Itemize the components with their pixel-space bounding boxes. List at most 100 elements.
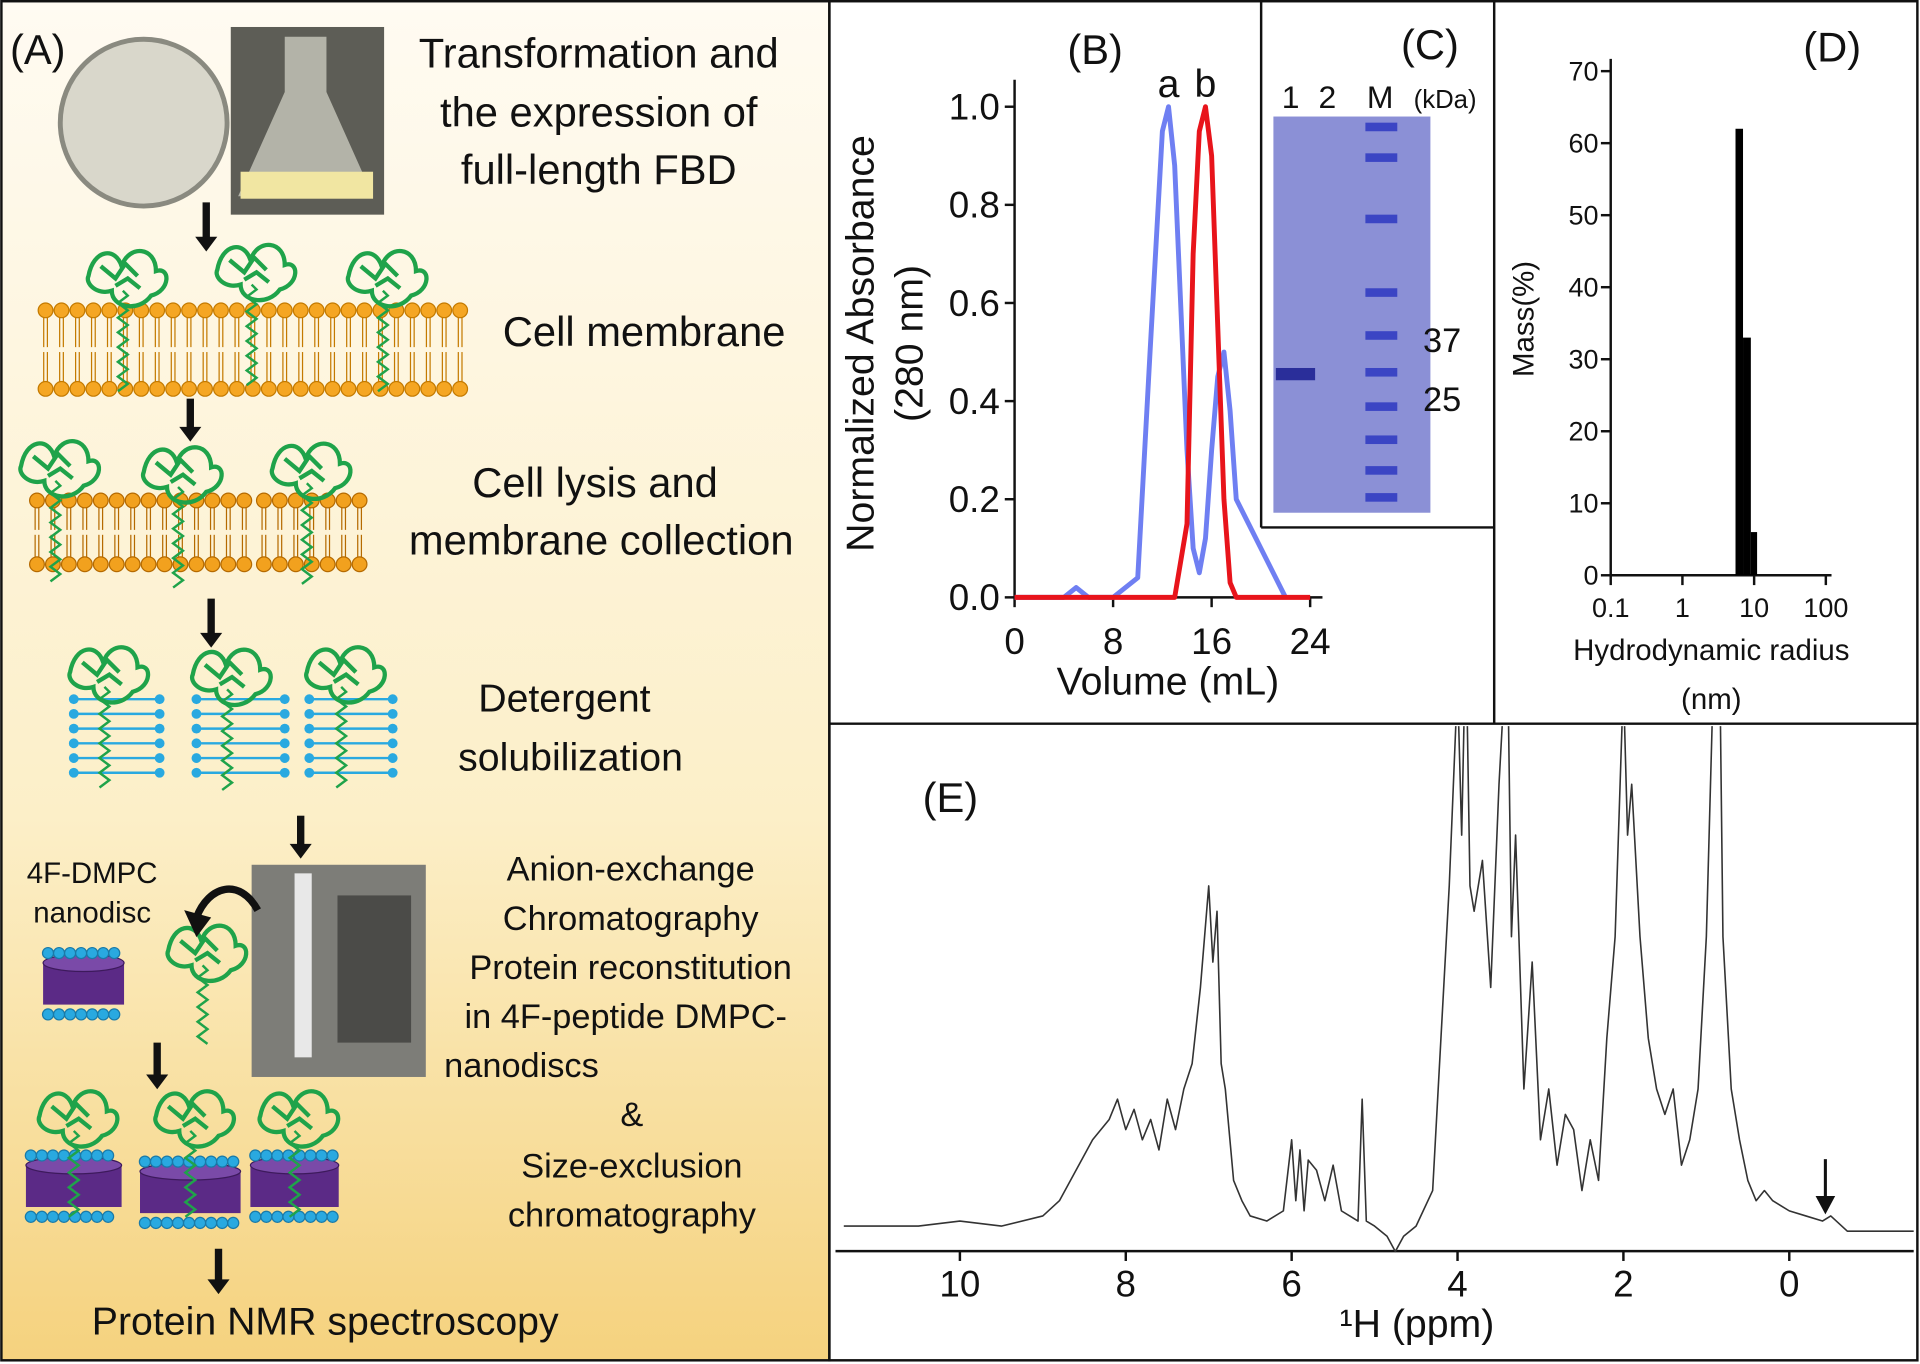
lipid-head <box>57 1149 71 1162</box>
panel-label: (B) <box>1067 26 1123 73</box>
lipid-head <box>255 556 272 573</box>
lipid-head <box>303 556 320 573</box>
lipid-head <box>227 1155 240 1168</box>
protein <box>189 647 273 708</box>
lipid-head <box>188 556 205 573</box>
lipid-head <box>37 302 54 319</box>
workflow-text: nanodiscs <box>444 1047 599 1085</box>
lipid-head <box>315 1149 328 1162</box>
workflow-text: membrane collection <box>409 516 794 563</box>
lipid-head <box>85 302 102 319</box>
lipid-head <box>74 946 88 960</box>
marker-label: 37 <box>1423 322 1461 360</box>
workflow-text: chromatography <box>508 1197 757 1235</box>
detergent-head <box>304 694 315 705</box>
data-line <box>1014 104 1311 600</box>
lipid-head <box>335 492 352 509</box>
lipid-head <box>124 556 141 573</box>
workflow-text: Cell membrane <box>503 308 786 355</box>
lipid-head <box>271 556 288 573</box>
lipid-head <box>260 1210 273 1223</box>
lipid-head <box>205 1155 218 1168</box>
workflow-text: 4F-DMPC <box>27 857 158 890</box>
lipid-head <box>108 946 121 960</box>
arrow-head <box>195 236 218 252</box>
helix <box>375 289 390 393</box>
y-tick-label: 0.4 <box>949 381 1000 422</box>
helix <box>171 486 185 589</box>
y-tick-label: 50 <box>1568 201 1598 231</box>
arrow-head <box>184 910 212 938</box>
lipid-head <box>74 1008 88 1021</box>
x-tick-label: 16 <box>1191 621 1232 662</box>
lipid-head <box>37 380 54 397</box>
lipid-head <box>133 380 150 397</box>
detergent-head <box>387 694 398 705</box>
bar <box>1750 532 1758 576</box>
lipid-head <box>220 556 237 573</box>
lipid-head <box>101 380 118 397</box>
lipid-head <box>140 492 157 509</box>
workflow-text: Protein reconstitution <box>469 949 791 987</box>
detergent-head <box>68 708 79 719</box>
detergent-head <box>304 767 315 778</box>
x-tick-label: 4 <box>1447 1264 1467 1305</box>
lipid-head <box>90 1210 104 1223</box>
protein <box>36 1089 120 1149</box>
lipid-head <box>260 380 277 397</box>
lipid-head <box>53 380 70 397</box>
lipid-head <box>351 556 368 573</box>
lipid-head <box>436 302 453 319</box>
gel <box>1273 116 1431 513</box>
detergent-head <box>191 767 202 778</box>
detergent-head <box>191 738 202 749</box>
lipid-head <box>271 1210 284 1223</box>
lipid-head <box>60 556 77 573</box>
column <box>294 873 312 1058</box>
helix <box>48 479 63 583</box>
lipid-head <box>452 380 469 397</box>
lipid-head <box>101 1149 115 1162</box>
workflow-text: Protein NMR spectroscopy <box>92 1300 559 1344</box>
x-tick-label: 8 <box>1116 1264 1136 1305</box>
y-axis-label: (280 nm) <box>888 265 932 422</box>
x-tick-label: 0 <box>1779 1264 1799 1305</box>
lipid-head <box>52 946 66 960</box>
detergent-head <box>68 767 79 778</box>
curved-arrow <box>192 885 261 919</box>
x-tick-label: 10 <box>1739 593 1769 623</box>
x-tick-label: 0.1 <box>1592 593 1630 623</box>
x-tick-label: 100 <box>1803 593 1848 623</box>
lipid-head <box>340 380 357 397</box>
helix <box>66 1130 81 1218</box>
x-tick-label: 8 <box>1103 621 1123 662</box>
detergent-head <box>191 753 202 763</box>
workflow-text: Transformation and <box>419 29 779 76</box>
y-tick-label: 0.8 <box>949 185 1000 226</box>
lipid-head <box>249 1149 262 1162</box>
arrow-head <box>146 1074 169 1090</box>
lipid-head <box>92 492 109 509</box>
lipid-head <box>315 1210 328 1223</box>
lipid-head <box>149 302 166 319</box>
helix <box>244 283 259 387</box>
lipid-head <box>212 302 229 319</box>
lipid-head <box>46 1149 60 1162</box>
data-line <box>843 726 1914 1253</box>
detergent-head <box>279 738 290 749</box>
detergent-head <box>279 753 290 763</box>
lipid-head <box>271 1149 284 1162</box>
lipid-head <box>388 380 405 397</box>
x-axis-label: Volume (mL) <box>1057 659 1280 703</box>
lipid-head <box>149 380 166 397</box>
protein <box>214 242 298 303</box>
lipid-head <box>156 556 173 573</box>
lipid-head <box>41 1008 55 1021</box>
y-tick-label: 20 <box>1568 417 1598 447</box>
lane-label: M <box>1367 79 1394 115</box>
lipid-head <box>324 302 341 319</box>
lipid-head <box>52 1008 66 1021</box>
lipid-head <box>46 1210 60 1223</box>
lipid-head <box>97 946 110 960</box>
